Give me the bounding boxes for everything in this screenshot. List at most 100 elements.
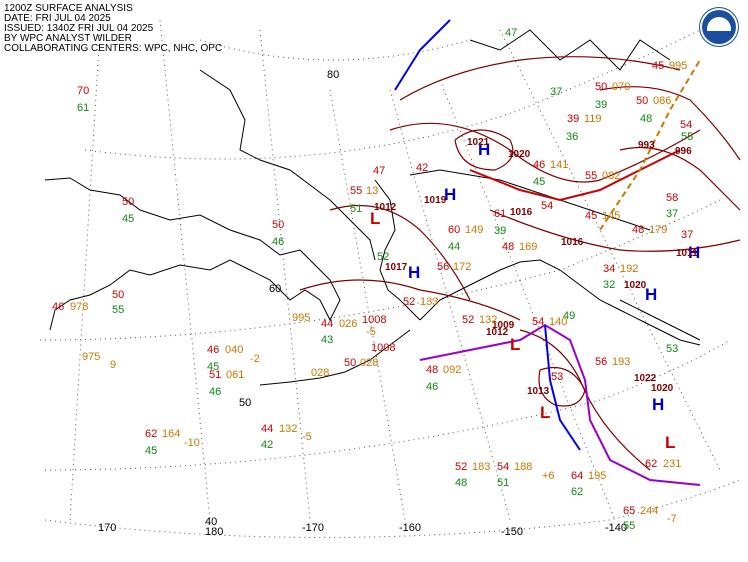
station-temp: 53 — [551, 371, 563, 383]
station-temp: 34 — [603, 263, 615, 275]
isobar-5 — [489, 209, 741, 252]
pressure-label: 1021 — [467, 137, 490, 148]
isobar-labels: 1020 1020 1016 1016 1012 996 1008 — [362, 146, 692, 394]
station-temp: 39 — [567, 113, 579, 125]
coast-siberia — [44, 177, 341, 331]
coast-canada-arctic — [469, 29, 671, 71]
pressure-label: 1019 — [424, 195, 447, 206]
station-pressure: 183 — [472, 461, 490, 473]
isobar-label: 996 — [675, 146, 692, 157]
station-temp: 1008 — [371, 342, 395, 354]
trough-east — [599, 59, 701, 231]
station-temp: 55 — [350, 185, 362, 197]
station-temp: 62 — [145, 428, 157, 440]
station-tendency: -10 — [184, 437, 200, 449]
noaa-bird-icon — [707, 17, 731, 31]
station-temp: 50 — [636, 95, 648, 107]
station-dewpoint: 43 — [321, 334, 333, 346]
station-dewpoint: 62 — [571, 486, 583, 498]
station-dewpoint: 46 — [426, 381, 438, 393]
station-pressure: 975 — [82, 351, 100, 363]
station-temp: 48 — [426, 364, 438, 376]
lon-label: -160 — [399, 522, 421, 534]
station-temp: 50 — [272, 219, 284, 231]
station-temp: 52 — [403, 296, 415, 308]
station-dewpoint: 32 — [603, 279, 615, 291]
station-dewpoint: 47 — [505, 27, 517, 39]
station-temp: 54 — [497, 461, 509, 473]
coast-alaska-south — [419, 259, 701, 346]
station-dewpoint: 61 — [77, 102, 89, 114]
station-temp: 46 — [533, 159, 545, 171]
isobar-10 — [399, 56, 681, 101]
station-temp: 37 — [681, 229, 693, 241]
header-line-5: COLLABORATING CENTERS: WPC, NHC, OPC — [4, 43, 223, 54]
lon-label: -170 — [302, 522, 324, 534]
station-temp: 50 — [344, 357, 356, 369]
pressure-label: 1011 — [676, 248, 698, 259]
station-dewpoint: 49 — [563, 310, 575, 322]
isobar-3 — [389, 122, 701, 183]
pressure-label: 993 — [638, 140, 655, 151]
station-pressure: 192 — [620, 263, 638, 275]
station-pressure: 092 — [443, 364, 461, 376]
station-temp: 47 — [373, 165, 385, 177]
station-dewpoint: 55 — [623, 520, 635, 532]
lon-label: -140 — [605, 522, 627, 534]
station-dewpoint: 45 — [122, 213, 134, 225]
station-plots: 70 61 50 45 46 978 50 55 975 9 47 42 55 … — [52, 27, 693, 532]
station-temp: 48 — [632, 224, 644, 236]
isobars — [299, 56, 741, 471]
station-pressure: 028 — [360, 357, 378, 369]
station-dewpoint: 39 — [595, 99, 607, 111]
station-pressure: 026 — [339, 318, 357, 330]
station-tendency: 9 — [110, 359, 116, 371]
isobar-8 — [599, 86, 741, 161]
station-pressure: 082 — [602, 170, 620, 182]
isobar-label: 1016 — [510, 207, 533, 218]
station-temp: 56 — [437, 261, 449, 273]
lon-label: 170 — [98, 522, 116, 534]
lat-lon-grid — [39, 19, 741, 538]
station-pressure: 172 — [453, 261, 471, 273]
station-dewpoint: 36 — [566, 131, 578, 143]
isobar-label: 1012 — [486, 327, 509, 338]
station-temp: 61 — [494, 208, 506, 220]
high-center-marker: H — [652, 395, 664, 414]
station-dewpoint: 42 — [261, 439, 273, 451]
station-temp: 45 — [652, 60, 664, 72]
station-temp: 44 — [261, 423, 273, 435]
isobar-7 — [538, 366, 586, 407]
header-line-2: DATE: FRI JUL 04 2025 — [4, 13, 111, 24]
station-tendency: -5 — [366, 326, 376, 338]
station-pressure: 978 — [70, 301, 88, 313]
coast-aleutians — [259, 329, 411, 386]
grid-lon-170 — [69, 29, 101, 521]
station-dewpoint: 46 — [209, 386, 221, 398]
station-temp: 54 — [532, 316, 544, 328]
station-temp: 46 — [52, 301, 64, 313]
isobar-label: 1008 — [362, 314, 386, 326]
station-pressure: 119 — [584, 113, 602, 125]
grid-lat-70 — [84, 29, 701, 160]
station-pressure: 231 — [663, 458, 681, 470]
station-temp: 62 — [645, 458, 657, 470]
high-center-marker: H — [645, 285, 657, 304]
station-temp: 52 — [462, 314, 474, 326]
station-pressure: 193 — [612, 356, 630, 368]
station-temp: 46 — [207, 344, 219, 356]
lon-label: -150 — [501, 526, 523, 538]
station-dewpoint: 55 — [112, 304, 124, 316]
pressure-label: 1012 — [374, 202, 397, 213]
grid-lat-80 — [199, 39, 471, 61]
header-line-4: BY WPC ANALYST WILDER — [4, 33, 132, 44]
coastlines — [44, 29, 701, 386]
lat-label: 80 — [327, 69, 339, 81]
station-pressure: 132 — [479, 314, 497, 326]
station-tendency: -5 — [302, 431, 312, 443]
pressure-label: 1009 — [492, 320, 515, 331]
isobar-4 — [454, 129, 514, 171]
station-pressure: 169 — [519, 241, 537, 253]
